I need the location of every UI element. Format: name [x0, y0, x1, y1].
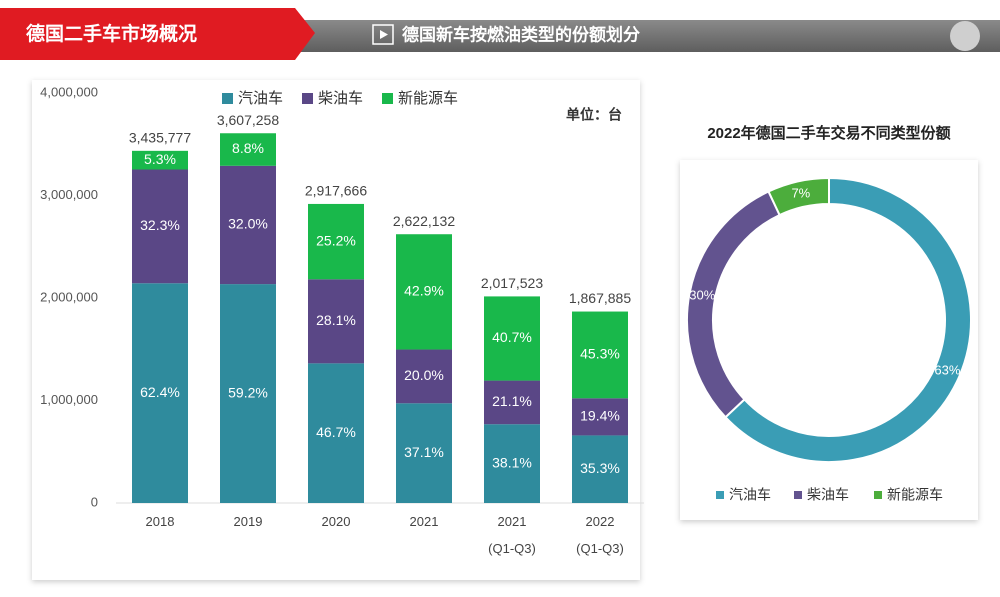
total-label: 3,435,777	[129, 130, 191, 146]
x-tick-line: (Q1-Q3)	[576, 541, 624, 556]
bar-segment	[132, 283, 188, 503]
bar-segment	[396, 349, 452, 404]
bar-segment	[572, 435, 628, 503]
x-tick-line: 2020	[322, 514, 351, 529]
legend-label: 新能源车	[887, 487, 943, 503]
legend-label: 新能源车	[398, 90, 458, 107]
x-tick-line: 2019	[234, 514, 263, 529]
pie-card	[680, 160, 978, 520]
x-tick-label: 2022 (Q1-Q3)	[576, 514, 624, 556]
segment-label: 42.9%	[404, 283, 444, 299]
total-label: 2,917,666	[305, 183, 367, 199]
legend-swatch	[222, 93, 233, 104]
bar-segment	[484, 424, 540, 503]
legend-swatch	[302, 93, 313, 104]
x-tick-label: 2021 (Q1-Q3)	[488, 514, 536, 556]
x-tick-line: 2022	[586, 514, 615, 529]
legend-swatch	[382, 93, 393, 104]
segment-label: 62.4%	[140, 384, 180, 400]
x-tick-line: (Q1-Q3)	[488, 541, 536, 556]
legend-swatch	[716, 491, 724, 499]
section-tab	[0, 8, 315, 60]
bar-segment	[396, 403, 452, 503]
bar-segment	[572, 311, 628, 399]
bar-segment	[396, 234, 452, 350]
legend-swatch	[874, 491, 882, 499]
segment-label: 37.1%	[404, 444, 444, 460]
segment-label: 19.4%	[580, 408, 620, 424]
total-label: 2,622,132	[393, 213, 455, 229]
y-tick-label: 1,000,000	[40, 392, 98, 407]
bar-segment	[308, 203, 364, 280]
donut-segment	[724, 176, 972, 463]
segment-label: 59.2%	[228, 384, 268, 400]
bar-segment	[484, 380, 540, 425]
decor-circle	[950, 21, 980, 51]
bar-segment	[132, 150, 188, 170]
segment-label: 45.3%	[580, 346, 620, 362]
segment-label: 38.1%	[492, 454, 532, 470]
segment-label: 32.3%	[140, 217, 180, 233]
segment-label: 35.3%	[580, 460, 620, 476]
total-label: 1,867,885	[569, 290, 631, 306]
bar-segment	[132, 169, 188, 284]
pie-title: 2022年德国二手车交易不同类型份额	[707, 124, 950, 142]
segment-label: 30%	[689, 287, 715, 302]
x-tick-label: 2018	[146, 514, 175, 529]
segment-label: 32.0%	[228, 216, 268, 232]
segment-label: 20.0%	[404, 367, 444, 383]
x-tick-label: 2019	[234, 514, 263, 529]
play-icon	[380, 30, 388, 39]
segment-label: 63%	[934, 363, 960, 378]
segment-label: 7%	[791, 186, 810, 201]
segment-label: 46.7%	[316, 424, 356, 440]
x-tick-label: 2020	[322, 514, 351, 529]
segment-label: 8.8%	[232, 140, 264, 156]
section-title: 德国二手车市场概况	[26, 22, 197, 45]
pie-chart: 2022年德国二手车交易不同类型份额 63% 30% 7% 汽油车 柴油车 新能源车	[686, 124, 972, 503]
bar-segment	[308, 363, 364, 503]
segment-label: 28.1%	[316, 312, 356, 328]
legend-swatch	[794, 491, 802, 499]
donut-segment	[767, 176, 830, 217]
page-title: 德国新车按燃油类型的份额划分	[402, 24, 640, 44]
unit-label: 单位：台	[566, 107, 622, 123]
x-tick-line: 2021	[410, 514, 439, 529]
total-label: 2,017,523	[481, 275, 543, 291]
bar-segment	[572, 398, 628, 436]
x-tick-line: 2021	[498, 514, 527, 529]
segment-label: 25.2%	[316, 232, 356, 248]
bar-segment	[220, 133, 276, 166]
legend-label: 汽油车	[238, 90, 283, 107]
segment-label: 5.3%	[144, 151, 176, 167]
bar-segment	[308, 279, 364, 364]
y-tick-label: 2,000,000	[40, 289, 98, 304]
legend-label: 柴油车	[318, 90, 363, 107]
y-tick-label: 0	[91, 494, 98, 509]
bar-segment	[220, 284, 276, 503]
play-icon	[372, 24, 394, 45]
legend-label: 汽油车	[729, 487, 771, 503]
bar-segment	[484, 296, 540, 381]
title-bar	[300, 20, 1000, 52]
total-label: 3,607,258	[217, 112, 279, 128]
segment-label: 21.1%	[492, 393, 532, 409]
x-tick-line: 2018	[146, 514, 175, 529]
y-tick-label: 4,000,000	[40, 84, 98, 99]
bar-chart: 0 1,000,000 2,000,000 3,000,000 4,000,000 单位：…	[40, 84, 644, 556]
legend-label: 柴油车	[807, 487, 849, 503]
segment-label: 40.7%	[492, 329, 532, 345]
y-tick-label: 3,000,000	[40, 187, 98, 202]
x-tick-label: 2021	[410, 514, 439, 529]
bar-segment	[220, 165, 276, 285]
